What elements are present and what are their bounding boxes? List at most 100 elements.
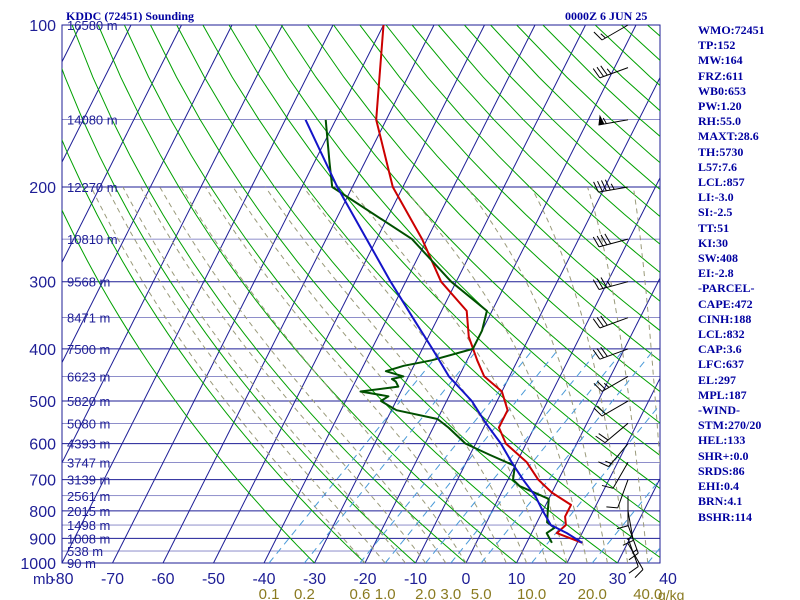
temperature-tick-label: -30 [303, 571, 326, 588]
pressure-tick-label: 600 [29, 437, 56, 454]
height-label: 10810 m [67, 232, 118, 247]
index-line: LCL:832 [698, 327, 745, 342]
temperature-tick-label: 20 [558, 571, 576, 588]
isotherm-line [61, 24, 233, 363]
index-line: -PARCEL- [698, 281, 755, 296]
pressure-unit-label: mb [33, 571, 54, 588]
dry-adiabat-line [202, 25, 660, 524]
index-line: TP:152 [698, 38, 736, 53]
wind-barb [593, 375, 629, 392]
pressure-tick-label: 900 [29, 531, 56, 548]
mixing-ratio-line [450, 348, 625, 563]
wind-barb [598, 114, 629, 126]
mixing-ratio-unit: g/kg [658, 587, 684, 600]
wind-barb [627, 538, 639, 574]
mixing-ratio-tick-label: 0.6 [350, 586, 371, 600]
sounding-traces [304, 25, 583, 544]
height-label: 7500 m [67, 342, 110, 357]
wind-barb [592, 315, 629, 329]
index-line: MW:164 [698, 53, 743, 68]
index-line: EHI:0.4 [698, 479, 740, 494]
height-label: 8471 m [67, 311, 110, 326]
pressure-tick-label: 700 [29, 473, 56, 490]
wind-barb [593, 400, 629, 417]
wind-barb [592, 233, 629, 248]
index-line: MAXT:28.6 [698, 129, 759, 144]
mixing-ratio-tick-label: 3.0 [440, 586, 461, 600]
height-label: 2015 m [67, 504, 110, 519]
isotherm-line [61, 24, 132, 163]
temperature-tick-label: -20 [353, 571, 376, 588]
dewpoint-trace [324, 119, 556, 544]
moist-adiabat-line [122, 186, 406, 563]
isotherm-line [314, 24, 586, 564]
temperature-trace [375, 25, 583, 544]
height-label: 4393 m [67, 437, 110, 452]
temperature-tick-label: 0 [462, 571, 471, 588]
index-line: HEL:133 [698, 433, 746, 448]
temperature-tick-label: 30 [609, 571, 627, 588]
mixing-ratio-tick-label: 20.0 [578, 586, 607, 600]
height-label: 2561 m [67, 489, 110, 504]
index-line: SW:408 [698, 251, 739, 266]
dry-adiabats [62, 25, 660, 563]
dry-adiabat-line [437, 25, 660, 245]
dry-adiabat-line [150, 25, 618, 563]
moist-adiabat-line [140, 186, 427, 563]
station-title: KDDC (72451) Sounding [66, 9, 194, 23]
wind-barb [627, 543, 644, 578]
isotherm-line [465, 177, 661, 564]
stability-indices-panel: WMO:72451 TP:152 MW:164 FRZ:611 WB0:653 PW:1.… [698, 23, 798, 525]
isotherm-line [617, 478, 661, 564]
wind-barb [592, 346, 629, 360]
dry-adiabat-line [411, 25, 660, 273]
index-line: BSHR:114 [698, 509, 753, 524]
height-label: 5820 m [67, 394, 110, 409]
mixing-ratio-tick-label: 5.0 [471, 586, 492, 600]
mixing-ratio-tick-label: 0.2 [294, 586, 315, 600]
index-line: STM:270/20 [698, 418, 762, 433]
wind-barb [593, 179, 629, 193]
index-line: KI:30 [698, 235, 728, 250]
index-line: BRN:4.1 [698, 494, 743, 509]
moist-adiabat-line [530, 186, 629, 563]
dry-adiabat-line [385, 25, 660, 302]
height-labels: 16580 m 14080 m 12270 m 10810 m 9568 m 8471 m… [67, 18, 118, 571]
temperature-tick-label: -60 [151, 571, 174, 588]
index-line: EL:297 [698, 372, 737, 387]
wind-barb [592, 65, 629, 79]
wind-barb [595, 422, 629, 444]
moist-adiabat-line [632, 186, 660, 468]
height-label: 3747 m [67, 455, 110, 470]
wind-barb [606, 479, 629, 509]
wind-barb [601, 462, 629, 489]
height-label: 12270 m [67, 180, 118, 195]
index-line: LCL:857 [698, 175, 745, 190]
index-line: SRDS:86 [698, 463, 745, 478]
dry-adiabat-line [280, 25, 660, 424]
dry-adiabat-line [97, 25, 517, 563]
height-label: 90 m [67, 556, 96, 571]
index-line: FRZ:611 [698, 68, 744, 83]
index-line: EI:-2.8 [698, 266, 734, 281]
pressure-tick-label: 1000 [20, 556, 56, 573]
temperature-tick-label: -80 [50, 571, 73, 588]
temperature-tick-label: 10 [508, 571, 526, 588]
isotherm-line [263, 24, 536, 564]
dry-adiabat-line [228, 25, 660, 490]
temperature-tick-label: -50 [202, 571, 225, 588]
index-line: CAPE:472 [698, 296, 753, 311]
isotherm-line [516, 277, 661, 564]
height-label: 538 m [67, 544, 103, 559]
index-line: PW:1.20 [698, 99, 742, 114]
isotherm-line [364, 24, 637, 564]
index-line: WMO:72451 [698, 23, 765, 37]
moist-adiabat-line [159, 186, 447, 563]
mixing-ratio-tick-label: 2.0 [415, 586, 436, 600]
moist-adiabat-line [303, 186, 548, 563]
mixing-ratio-line [480, 348, 656, 563]
pressure-tick-label: 800 [29, 504, 56, 521]
height-label: 9568 m [67, 275, 110, 290]
height-label: 1008 m [67, 531, 110, 546]
mixing-ratio-tick-label: 10.0 [517, 586, 546, 600]
